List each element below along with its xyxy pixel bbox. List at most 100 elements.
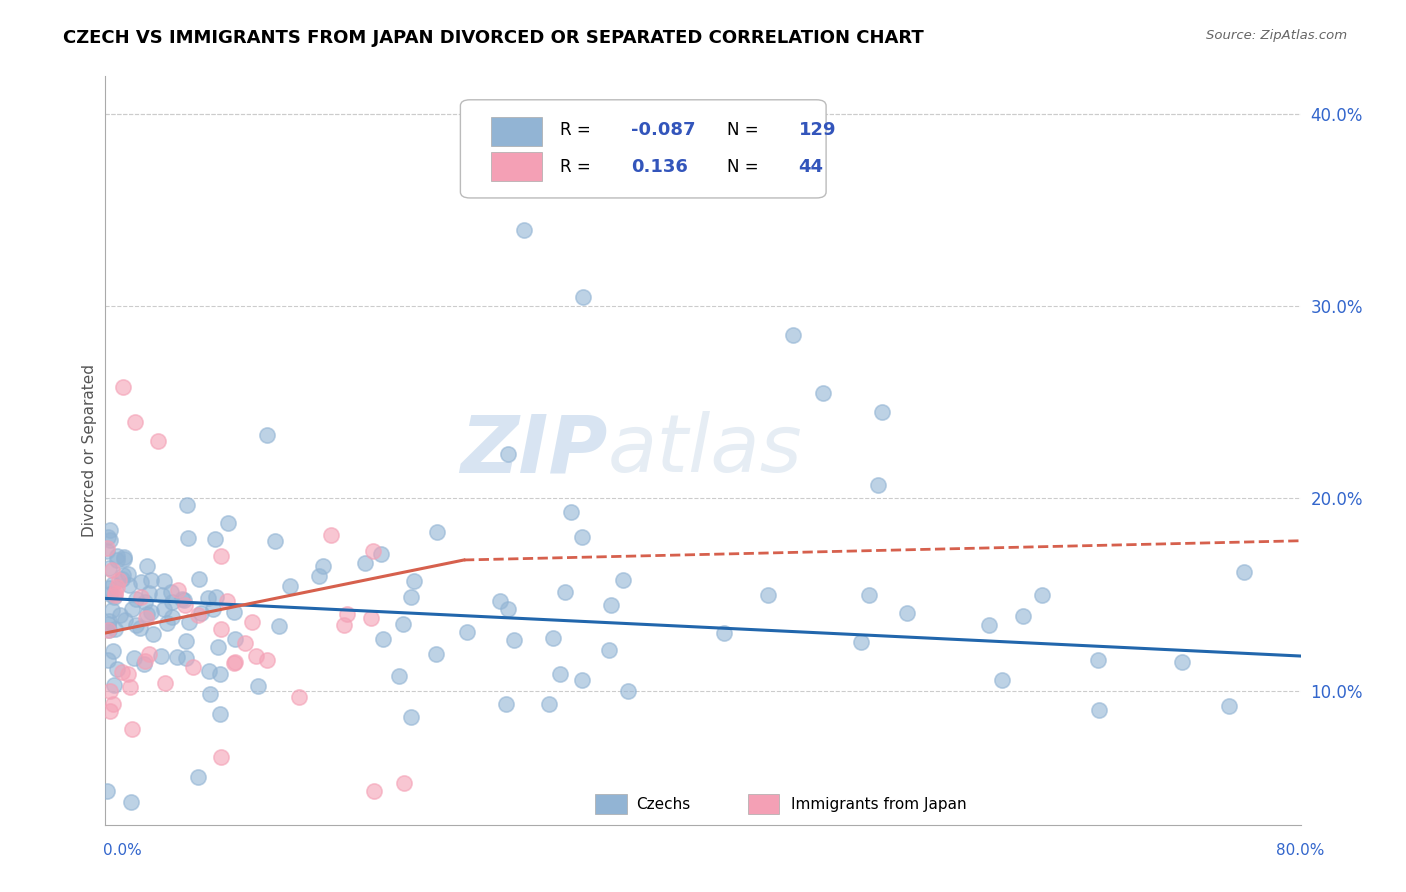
Text: N =: N = bbox=[727, 120, 758, 139]
Point bbox=[896, 606, 918, 620]
Point bbox=[363, 783, 385, 797]
Text: 44: 44 bbox=[799, 158, 824, 177]
Point bbox=[103, 678, 125, 692]
Point bbox=[336, 607, 359, 621]
Point bbox=[1087, 653, 1109, 667]
Point bbox=[132, 657, 155, 672]
Point bbox=[554, 585, 576, 599]
Point bbox=[98, 705, 121, 719]
Point bbox=[782, 328, 804, 343]
Point bbox=[399, 710, 422, 724]
Point bbox=[373, 632, 395, 647]
Point bbox=[101, 576, 124, 591]
Point bbox=[599, 598, 621, 612]
Point bbox=[135, 607, 157, 621]
Point bbox=[496, 447, 519, 461]
Point bbox=[160, 609, 183, 624]
Point bbox=[208, 666, 231, 681]
Point bbox=[207, 640, 229, 654]
Point bbox=[103, 585, 125, 599]
Point bbox=[160, 595, 183, 609]
Point bbox=[101, 644, 124, 658]
Point bbox=[612, 573, 634, 587]
Point bbox=[117, 667, 139, 681]
Point bbox=[135, 611, 157, 625]
Point bbox=[360, 611, 382, 625]
Point bbox=[125, 591, 148, 606]
Point bbox=[224, 632, 246, 646]
Point bbox=[1233, 565, 1256, 579]
Text: R =: R = bbox=[560, 158, 591, 177]
Point bbox=[96, 541, 118, 555]
Text: 0.0%: 0.0% bbox=[103, 843, 142, 857]
Point bbox=[215, 594, 238, 608]
Point bbox=[112, 550, 135, 565]
Point bbox=[173, 598, 195, 612]
Point bbox=[134, 654, 156, 668]
Point bbox=[105, 580, 128, 594]
Point bbox=[111, 573, 134, 587]
Point bbox=[176, 498, 198, 512]
Point bbox=[142, 627, 165, 641]
Point bbox=[101, 697, 124, 711]
Point bbox=[402, 574, 425, 588]
Point bbox=[103, 588, 125, 602]
Point bbox=[977, 618, 1000, 632]
Point bbox=[571, 530, 593, 544]
Point bbox=[394, 776, 416, 790]
Point bbox=[96, 783, 118, 797]
Text: Source: ZipAtlas.com: Source: ZipAtlas.com bbox=[1206, 29, 1347, 42]
Point bbox=[209, 549, 232, 564]
Point bbox=[97, 614, 120, 628]
Point bbox=[572, 290, 595, 304]
Point bbox=[187, 572, 209, 586]
Point bbox=[1218, 698, 1240, 713]
Point bbox=[1012, 608, 1035, 623]
Bar bbox=[492, 117, 541, 145]
Point bbox=[488, 593, 510, 607]
Point bbox=[224, 655, 246, 669]
Point bbox=[756, 588, 779, 602]
Point bbox=[153, 602, 176, 616]
Point bbox=[868, 477, 890, 491]
Text: -0.087: -0.087 bbox=[631, 120, 696, 139]
Point bbox=[100, 563, 122, 577]
Point bbox=[543, 632, 565, 646]
Point bbox=[256, 653, 278, 667]
Bar bbox=[748, 795, 779, 814]
Point bbox=[399, 590, 422, 604]
Point bbox=[209, 622, 232, 636]
Point bbox=[426, 524, 449, 539]
Point bbox=[112, 380, 135, 394]
Point bbox=[121, 601, 143, 615]
Point bbox=[245, 648, 267, 663]
Point bbox=[134, 595, 156, 609]
Point bbox=[139, 573, 162, 587]
Point bbox=[181, 660, 204, 674]
Point bbox=[354, 556, 377, 570]
Text: ZIP: ZIP bbox=[460, 411, 607, 490]
Point bbox=[97, 530, 120, 544]
Point bbox=[312, 559, 335, 574]
Point bbox=[114, 613, 136, 627]
Point bbox=[150, 588, 173, 602]
Point bbox=[98, 624, 121, 638]
Point bbox=[267, 619, 290, 633]
Point bbox=[97, 624, 120, 638]
Point bbox=[105, 662, 128, 676]
Point bbox=[153, 574, 176, 589]
Point bbox=[190, 607, 212, 621]
Point bbox=[112, 552, 135, 566]
Text: 0.136: 0.136 bbox=[631, 158, 688, 177]
Point bbox=[278, 579, 301, 593]
Point bbox=[129, 590, 152, 604]
Point bbox=[263, 534, 285, 549]
Point bbox=[205, 590, 228, 604]
Point bbox=[124, 618, 146, 632]
Point bbox=[177, 615, 200, 629]
Point bbox=[111, 568, 134, 582]
Point bbox=[139, 605, 162, 619]
Text: Immigrants from Japan: Immigrants from Japan bbox=[792, 797, 967, 812]
Point bbox=[321, 528, 343, 542]
Point bbox=[98, 533, 121, 547]
